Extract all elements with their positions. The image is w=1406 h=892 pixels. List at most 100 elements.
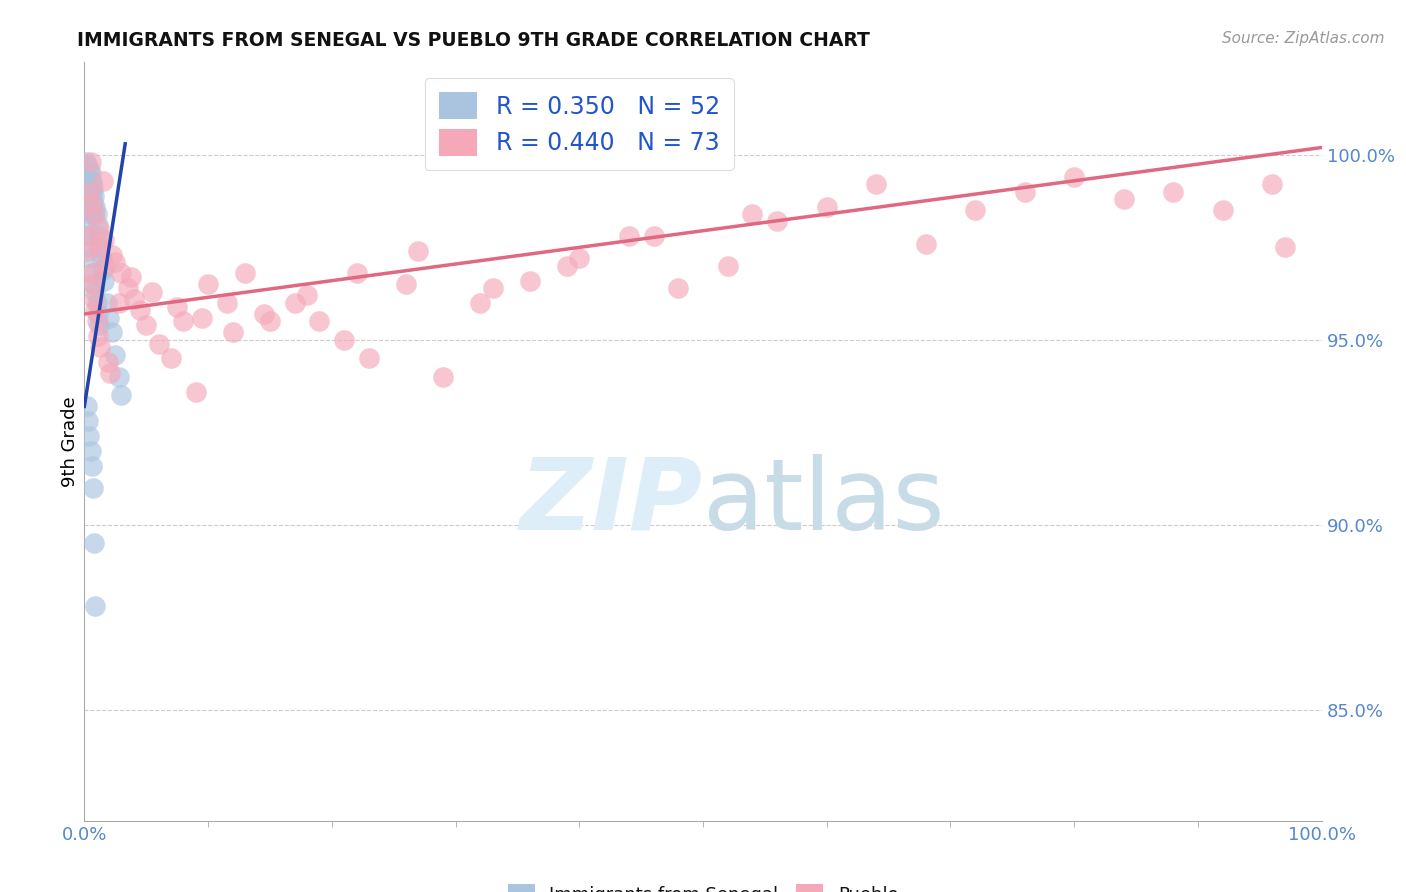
Point [83, 188, 105, 202]
Point [89, 340, 111, 354]
Point [77, 159, 100, 173]
Point [160, 351, 183, 366]
Point [76, 203, 98, 218]
Point [470, 296, 492, 310]
Point [87, 307, 110, 321]
Point [122, 292, 145, 306]
Point [184, 384, 207, 399]
Point [104, 348, 127, 362]
Point [89, 229, 111, 244]
Point [84, 303, 107, 318]
Text: Source: ZipAtlas.com: Source: ZipAtlas.com [1222, 31, 1385, 46]
Point [83, 536, 105, 550]
Point [90, 252, 112, 266]
Text: ZIP: ZIP [520, 454, 703, 550]
Point [79, 162, 101, 177]
Point [191, 310, 214, 325]
Point [76, 229, 98, 244]
Point [108, 296, 131, 310]
Point [120, 269, 142, 284]
Y-axis label: 9th Grade: 9th Grade [62, 396, 80, 487]
Point [117, 281, 139, 295]
Point [519, 274, 541, 288]
Point [87, 218, 110, 232]
Point [79, 207, 101, 221]
Point [346, 266, 368, 280]
Point [79, 429, 101, 443]
Point [643, 229, 665, 244]
Point [717, 259, 740, 273]
Point [79, 240, 101, 254]
Point [82, 277, 104, 292]
Text: atlas: atlas [703, 454, 945, 550]
Point [1063, 170, 1085, 185]
Point [84, 200, 107, 214]
Point [1274, 240, 1296, 254]
Point [215, 296, 238, 310]
Point [89, 222, 111, 236]
Legend: R = 0.350   N = 52, R = 0.440   N = 73: R = 0.350 N = 52, R = 0.440 N = 73 [425, 78, 734, 170]
Point [741, 207, 763, 221]
Point [98, 310, 121, 325]
Point [141, 285, 163, 299]
Point [98, 366, 121, 380]
Point [82, 481, 104, 495]
Point [83, 292, 105, 306]
Point [568, 252, 591, 266]
Point [284, 296, 307, 310]
Point [86, 296, 108, 310]
Point [1014, 185, 1036, 199]
Point [79, 178, 101, 192]
Point [110, 266, 132, 280]
Point [259, 314, 281, 328]
Point [84, 285, 107, 299]
Point [91, 174, 114, 188]
Point [82, 196, 104, 211]
Point [100, 326, 122, 340]
Point [766, 214, 789, 228]
Point [481, 281, 503, 295]
Point [617, 229, 640, 244]
Point [93, 274, 115, 288]
Point [100, 248, 122, 262]
Point [91, 262, 114, 277]
Point [233, 266, 256, 280]
Point [77, 174, 100, 188]
Point [815, 200, 838, 214]
Point [77, 414, 100, 428]
Point [80, 196, 103, 211]
Point [1212, 203, 1234, 218]
Point [83, 207, 105, 221]
Point [1112, 192, 1135, 206]
Point [148, 336, 170, 351]
Point [77, 192, 100, 206]
Point [865, 178, 887, 192]
Point [79, 181, 101, 195]
Point [89, 318, 111, 332]
Point [914, 236, 936, 251]
Point [1261, 178, 1284, 192]
Point [135, 318, 157, 332]
Point [79, 443, 101, 458]
Point [408, 244, 430, 258]
Point [75, 155, 97, 169]
Point [80, 174, 103, 188]
Point [89, 240, 111, 254]
Point [79, 155, 101, 169]
Point [82, 181, 104, 195]
Point [79, 185, 101, 199]
Point [108, 369, 131, 384]
Point [555, 259, 578, 273]
Point [76, 400, 98, 414]
Point [79, 166, 101, 180]
Point [166, 300, 188, 314]
Point [80, 185, 103, 199]
Point [253, 307, 276, 321]
Point [357, 351, 380, 366]
Point [86, 207, 108, 221]
Point [80, 200, 103, 214]
Point [97, 355, 120, 369]
Point [86, 314, 108, 328]
Point [80, 458, 103, 473]
Text: IMMIGRANTS FROM SENEGAL VS PUEBLO 9TH GRADE CORRELATION CHART: IMMIGRANTS FROM SENEGAL VS PUEBLO 9TH GR… [77, 31, 870, 50]
